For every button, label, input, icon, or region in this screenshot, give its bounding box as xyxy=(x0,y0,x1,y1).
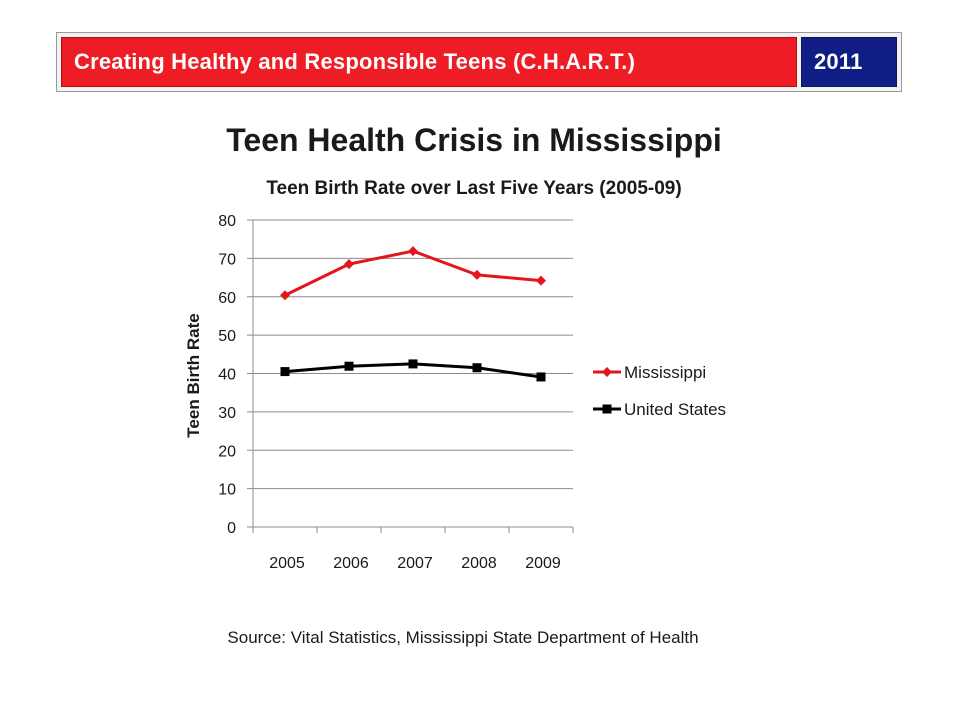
banner-year: 2011 xyxy=(814,49,863,74)
data-point xyxy=(280,367,290,377)
page-title: Teen Health Crisis in Mississippi xyxy=(226,122,722,158)
data-point xyxy=(536,275,546,286)
data-point xyxy=(280,290,290,301)
y-tick-label: 80 xyxy=(218,213,236,230)
data-point xyxy=(408,359,418,369)
x-tick-label: 2008 xyxy=(461,555,497,572)
y-tick-label: 60 xyxy=(218,290,236,307)
y-tick-label: 0 xyxy=(227,520,236,537)
data-point xyxy=(408,246,418,257)
y-tick-label: 50 xyxy=(218,328,236,345)
banner-year-box: 2011 xyxy=(801,37,897,87)
y-tick-label: 70 xyxy=(218,251,236,268)
header-banner: Creating Healthy and Responsible Teens (… xyxy=(56,32,902,92)
y-axis-label: Teen Birth Rate xyxy=(184,313,203,437)
chart-title: Teen Birth Rate over Last Five Years (20… xyxy=(266,178,682,199)
legend-label: United States xyxy=(624,400,726,419)
data-point xyxy=(536,372,546,382)
data-point xyxy=(344,259,354,270)
y-tick-label: 10 xyxy=(218,482,236,499)
data-point xyxy=(472,269,482,280)
banner-title-box: Creating Healthy and Responsible Teens (… xyxy=(61,37,797,87)
source-note: Source: Vital Statistics, Mississippi St… xyxy=(227,628,699,647)
x-tick-label: 2009 xyxy=(525,555,561,572)
x-tick-label: 2006 xyxy=(333,555,369,572)
legend-marker xyxy=(602,367,612,377)
legend-label: Mississippi xyxy=(624,363,706,382)
legend-marker xyxy=(602,404,612,414)
y-tick-label: 40 xyxy=(218,367,236,384)
x-tick-label: 2005 xyxy=(269,555,305,572)
data-point xyxy=(344,361,354,371)
data-point xyxy=(472,363,482,373)
y-tick-label: 30 xyxy=(218,405,236,422)
y-tick-label: 20 xyxy=(218,443,236,460)
x-tick-label: 2007 xyxy=(397,555,433,572)
series-line-0 xyxy=(284,249,542,297)
banner-title: Creating Healthy and Responsible Teens (… xyxy=(74,49,636,74)
